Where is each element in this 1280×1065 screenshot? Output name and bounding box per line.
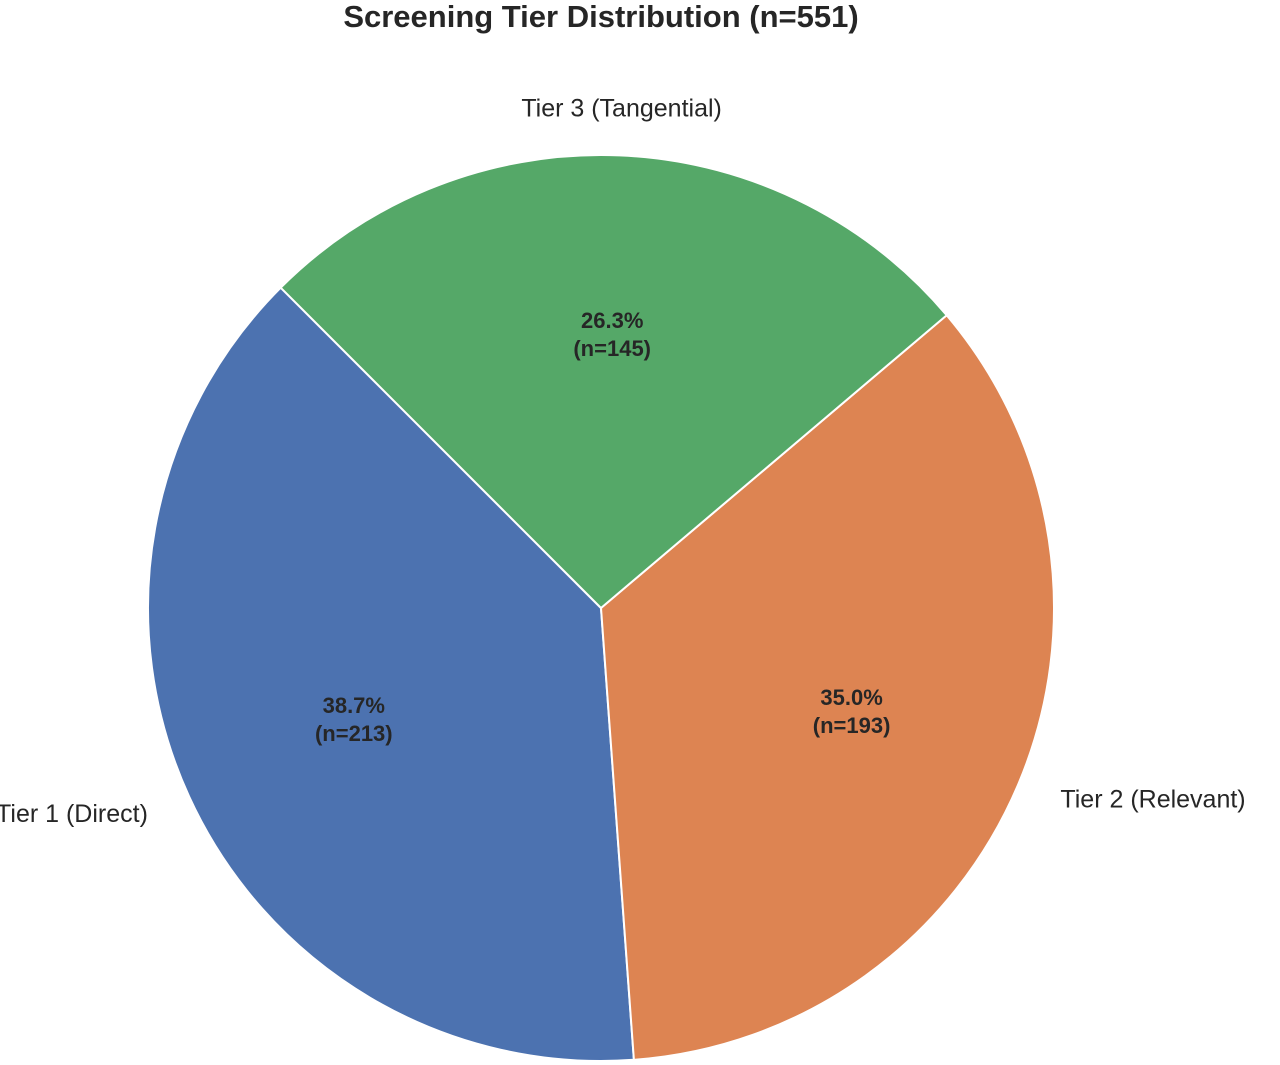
pie-slice-tier-1 xyxy=(147,286,635,1062)
slice-count-tier-2: (n=193) xyxy=(813,713,891,738)
slice-label-tier-3: Tier 3 (Tangential) xyxy=(521,95,722,123)
slice-percent-tier-2: 35.0% xyxy=(820,685,882,710)
slice-count-tier-1: (n=213) xyxy=(315,721,393,746)
pie-slices xyxy=(147,154,1055,1062)
slice-label-tier-2: Tier 2 (Relevant) xyxy=(1060,786,1245,814)
pie-labels: Tier 1 (Direct) 38.7% (n=213) Tier 2 (Relev… xyxy=(0,95,1246,828)
pie-slice-tier-3 xyxy=(279,154,948,609)
slice-label-tier-1: Tier 1 (Direct) xyxy=(0,800,148,828)
chart-title: Screening Tier Distribution (n=551) xyxy=(343,0,858,34)
slice-percent-tier-3: 26.3% xyxy=(581,308,643,333)
slice-count-tier-3: (n=145) xyxy=(573,336,651,361)
slice-percent-tier-1: 38.7% xyxy=(323,693,385,718)
pie-slice-tier-2 xyxy=(600,314,1055,1061)
